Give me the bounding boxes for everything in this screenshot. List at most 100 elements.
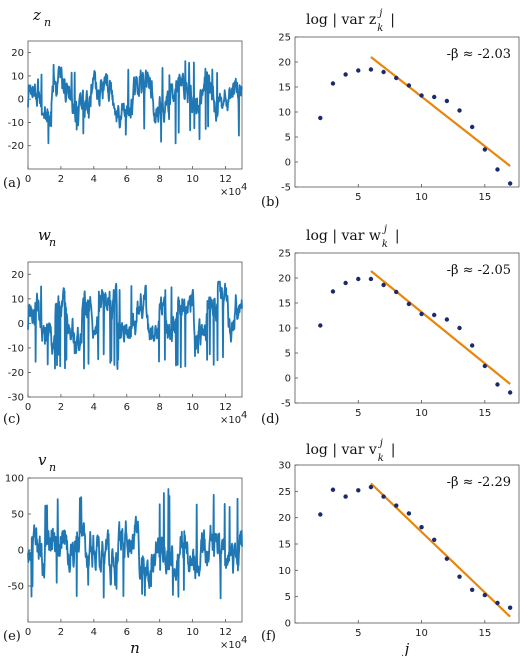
data-point	[368, 67, 374, 72]
beta-annotation: -β ≈ -2.03	[447, 47, 511, 62]
x-tick-label: 10	[186, 174, 199, 185]
y-tick-label: 20	[11, 270, 24, 281]
data-point	[419, 311, 424, 317]
y-tick-label: 20	[11, 48, 24, 59]
y-tick-label: 15	[278, 299, 291, 310]
chart-title-bar: |	[395, 228, 400, 244]
beta-annotation: -β ≈ -2.05	[447, 263, 511, 278]
y-tick-label: 0	[285, 374, 291, 385]
data-point	[444, 98, 450, 104]
data-point	[457, 108, 462, 113]
y-tick-label: 10	[278, 108, 291, 119]
y-tick-label: 0	[18, 546, 24, 557]
x-tick-label: 2	[58, 627, 64, 638]
data-point	[394, 75, 399, 81]
data-point	[495, 382, 500, 387]
chart-title-subscript: k	[377, 23, 383, 34]
x-scale-note: ×10	[220, 415, 241, 426]
data-point	[381, 494, 386, 499]
data-point	[419, 524, 424, 530]
y-tick-label: 5	[285, 592, 291, 603]
data-point	[343, 494, 348, 499]
data-point	[419, 93, 424, 98]
data-point	[457, 574, 462, 579]
data-point	[507, 390, 513, 395]
chart-title: log | var w	[306, 228, 381, 244]
data-point	[482, 147, 488, 152]
x-tick-label: 10	[415, 192, 428, 203]
x-tick-label: 10	[415, 628, 428, 639]
x-tick-label: 6	[124, 174, 130, 185]
y-tick-label: -5	[281, 399, 291, 410]
y-tick-label: -20	[8, 368, 24, 379]
x-tick-label: 15	[478, 628, 491, 639]
data-point	[381, 69, 386, 75]
data-point	[432, 312, 437, 318]
y-tick-label: 10	[278, 324, 291, 335]
y-tick-label: -20	[8, 141, 24, 152]
beta-annotation: -β ≈ -2.29	[447, 475, 511, 490]
y-tick-label: 15	[278, 83, 291, 94]
chart-title: log | var z	[306, 12, 376, 28]
x-tick-label: 0	[25, 627, 31, 638]
chart-panel-d: 25 20 15 10 5 0 -5 5 10 15 log | var w jk | (d) -β ≈ -…	[261, 224, 520, 427]
data-point	[356, 488, 361, 493]
y-tick-label: 20	[278, 58, 291, 69]
x-tick-label: 8	[157, 627, 163, 638]
data-point	[495, 600, 500, 606]
chart-title: v	[38, 451, 47, 469]
chart-title-subscript: n	[44, 16, 51, 29]
chart-title: z	[32, 6, 41, 24]
series-line	[27, 280, 243, 371]
data-point	[482, 363, 488, 369]
data-point	[356, 276, 361, 282]
y-tick-label: 25	[278, 33, 291, 44]
data-point	[318, 512, 323, 517]
series-line	[27, 60, 243, 145]
fit-line	[370, 56, 511, 167]
panel-label: (b)	[261, 195, 279, 210]
x-scale-exponent: 4	[241, 635, 247, 646]
y-tick-label: 25	[278, 249, 291, 260]
x-tick-label: 8	[157, 174, 163, 185]
data-point	[343, 280, 348, 286]
x-tick-label: 12	[219, 174, 232, 185]
y-tick-label: 100	[5, 474, 24, 485]
data-point	[432, 94, 437, 100]
x-tick-label: 4	[91, 402, 97, 413]
data-point	[482, 592, 488, 598]
y-tick-label: 20	[278, 513, 291, 524]
data-point	[406, 511, 412, 516]
chart-title-superscript: j	[378, 438, 383, 449]
x-tick-label: 15	[478, 192, 491, 203]
x-scale-exponent: 4	[241, 182, 247, 193]
chart-title-superscript: j	[382, 224, 387, 235]
x-tick-label: 6	[124, 627, 130, 638]
data-point	[507, 605, 513, 610]
x-scale-exponent: 4	[241, 410, 247, 421]
data-point	[318, 115, 323, 121]
y-tick-label: 30	[278, 461, 291, 472]
x-tick-label: 8	[157, 402, 163, 413]
chart-title-subscript: k	[378, 453, 384, 464]
x-scale-note: ×10	[220, 640, 241, 651]
panel-label: (d)	[261, 412, 279, 427]
x-tick-label: 12	[219, 402, 232, 413]
y-tick-label: 25	[278, 487, 291, 498]
chart-title-bar: |	[391, 442, 396, 458]
data-point	[330, 81, 336, 86]
data-point	[368, 484, 374, 490]
chart-title: log | var v	[306, 442, 377, 458]
data-point	[432, 537, 437, 542]
chart-title-bar: |	[390, 12, 395, 28]
y-tick-label: 15	[278, 540, 291, 551]
y-tick-label: 10	[11, 71, 24, 82]
y-tick-label: -10	[8, 343, 24, 354]
data-point	[406, 83, 412, 88]
x-tick-label: 5	[355, 628, 361, 639]
y-tick-label: -30	[8, 393, 24, 404]
data-point	[495, 167, 500, 172]
chart-title: w	[38, 226, 51, 244]
